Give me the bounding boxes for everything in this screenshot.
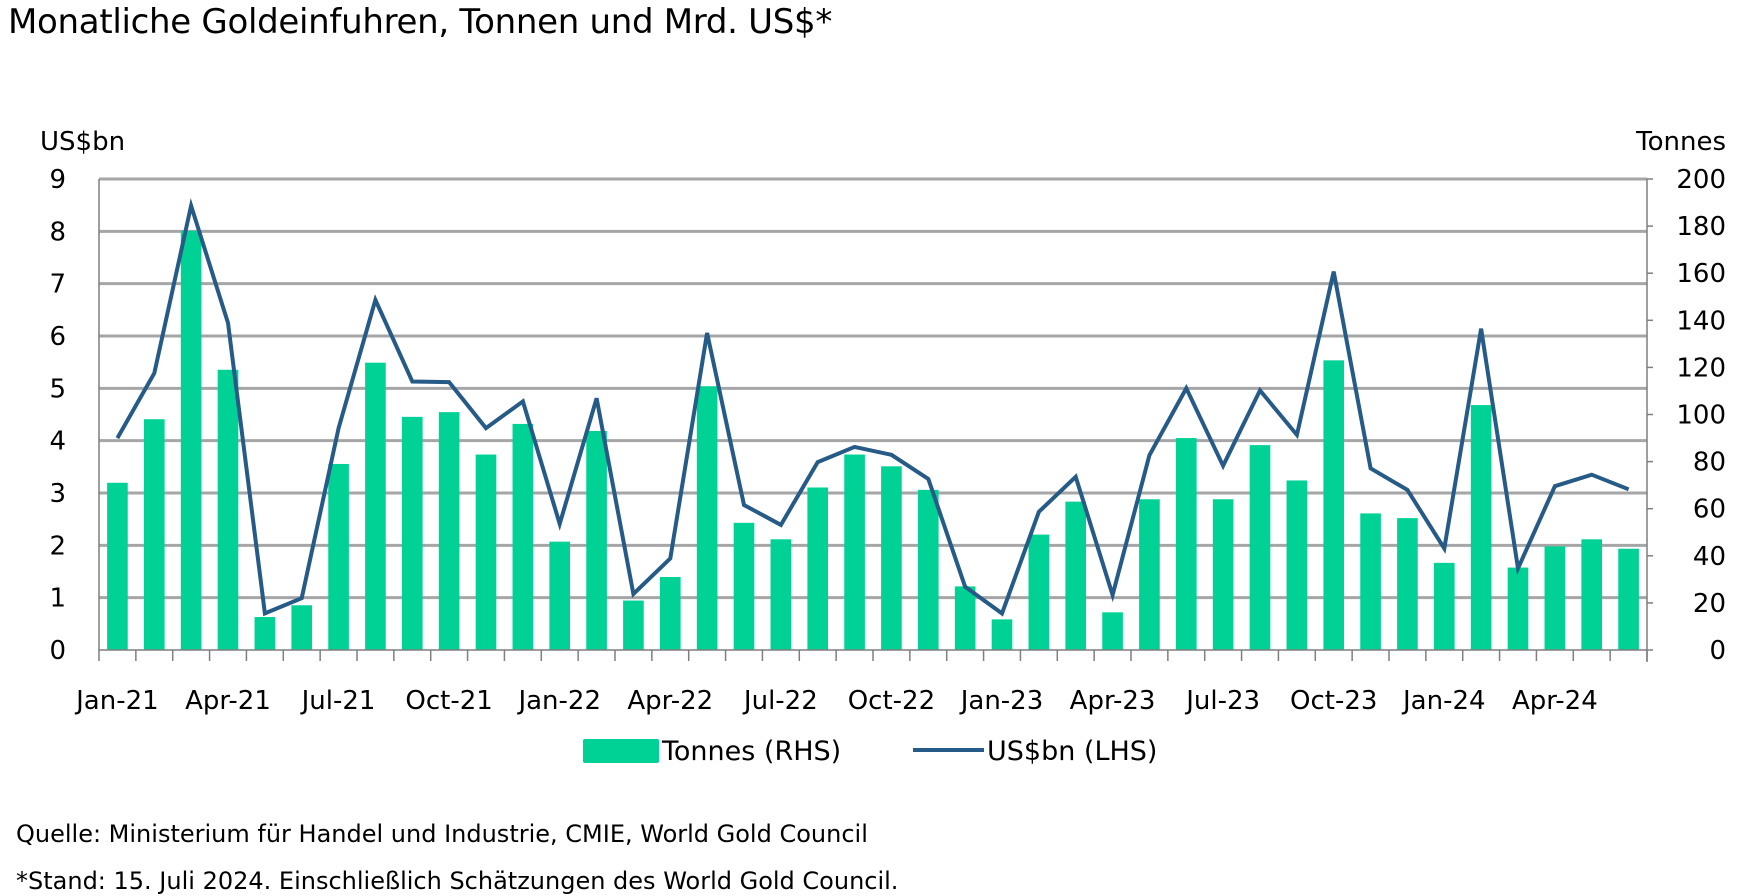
y-left-tick-label: 6	[49, 322, 66, 352]
bar-May-22	[696, 386, 718, 650]
bar-Feb-21	[143, 419, 165, 650]
bar-Jan-21	[107, 482, 128, 650]
y-left-tick-label: 4	[49, 427, 66, 457]
y-left-tick-label: 0	[49, 636, 66, 666]
bar-Apr-24	[1544, 546, 1566, 650]
bar-Jul-23	[1212, 499, 1234, 650]
x-tick-label: Apr-22	[627, 686, 713, 716]
bar-Dec-21	[512, 423, 534, 650]
bar-Apr-21	[217, 369, 239, 650]
y-right-tick-label: 80	[1693, 448, 1726, 478]
bar-Dec-23	[1397, 518, 1418, 650]
x-tick-label: Apr-23	[1070, 686, 1156, 716]
bar-Jun-22	[733, 522, 755, 650]
source-note: Quelle: Ministerium für Handel und Indus…	[16, 820, 868, 848]
bar-Jun-24	[1618, 548, 1639, 650]
x-tick-labels: Jan-21 Apr-21 Jul-21 Oct-21 Jan-22 Apr-22 Jul-…	[74, 686, 1598, 716]
legend-swatch-tonnes	[583, 739, 659, 763]
y-right-tick-label: 100	[1676, 401, 1726, 431]
bar-Jun-23	[1175, 438, 1197, 650]
bar-May-24	[1581, 539, 1603, 650]
bar-Sep-23	[1286, 480, 1308, 650]
y-left-tick-label: 1	[49, 584, 66, 614]
bar-Nov-21	[475, 454, 497, 650]
bar-Jan-22	[549, 541, 571, 650]
tonnes-bars	[107, 230, 1639, 650]
bar-Mar-22	[623, 600, 644, 650]
chart-title: Monatliche Goldeinfuhren, Tonnen und Mrd…	[8, 2, 833, 42]
y-right-tick-label: 180	[1676, 212, 1726, 242]
line-usd-bn	[115, 197, 1630, 617]
bar-Jan-24	[1433, 562, 1455, 650]
bar-May-23	[1139, 499, 1160, 650]
x-tick-label: Jul-22	[742, 686, 818, 716]
bar-Feb-23	[1028, 534, 1050, 650]
y-left-axis-label: US$bn	[40, 127, 125, 157]
y-right-tick-label: 120	[1676, 353, 1726, 383]
y-right-axis-label: Tonnes	[1635, 127, 1726, 157]
bar-Oct-23	[1323, 360, 1345, 650]
x-tick-label: Oct-21	[405, 686, 492, 716]
footnote: *Stand: 15. Juli 2024. Einschließlich Sc…	[16, 867, 899, 895]
bar-Mar-24	[1507, 567, 1529, 650]
bar-Jul-21	[328, 463, 349, 650]
bar-Jul-22	[770, 539, 792, 650]
bar-Aug-22	[807, 487, 829, 650]
bar-Nov-23	[1360, 513, 1381, 650]
legend-label-tonnes: Tonnes (RHS)	[661, 736, 841, 767]
y-left-tick-label: 8	[49, 217, 66, 247]
legend: Tonnes (RHS) US$bn (LHS)	[583, 736, 1157, 767]
y-right-tick-labels: 0 20 40 60 80 100 120 140 160 180 200	[1647, 165, 1726, 666]
y-left-tick-labels: 0 1 2 3 4 5 6 7 8 9	[49, 165, 66, 666]
bar-Feb-22	[586, 430, 607, 650]
y-left-tick-label: 3	[49, 479, 66, 509]
legend-label-usd: US$bn (LHS)	[987, 736, 1157, 767]
bar-Sep-21	[401, 416, 423, 650]
bar-Mar-21	[180, 230, 202, 650]
bar-May-21	[254, 617, 276, 650]
x-tick-label: Apr-24	[1512, 686, 1598, 716]
x-tick-label: Jul-21	[300, 686, 376, 716]
bar-Apr-22	[659, 576, 681, 650]
x-tick-label: Jan-21	[74, 686, 159, 716]
chart: US$bn Tonnes 0 1 2 3 4 5 6 7 8 9 0 20 40 60 80 100 120 1…	[40, 127, 1726, 767]
x-tick-label: Jan-24	[1401, 686, 1486, 716]
bar-Feb-24	[1470, 405, 1492, 650]
bar-Apr-23	[1102, 612, 1123, 650]
y-left-tick-label: 9	[49, 165, 66, 195]
x-tick-label: Oct-23	[1290, 686, 1377, 716]
bar-Mar-23	[1065, 501, 1087, 650]
x-tick-label: Jan-22	[516, 686, 601, 716]
bar-Aug-21	[365, 362, 386, 650]
bar-Dec-22	[954, 586, 976, 650]
y-right-tick-label: 200	[1676, 165, 1726, 195]
y-left-tick-label: 7	[49, 270, 66, 300]
bar-Jun-21	[291, 605, 313, 650]
x-tick-label: Oct-22	[848, 686, 935, 716]
y-right-tick-label: 40	[1693, 542, 1726, 572]
bar-Aug-23	[1249, 445, 1271, 650]
bar-Oct-22	[881, 466, 902, 650]
bar-Sep-22	[844, 454, 865, 650]
gridlines	[99, 177, 1647, 600]
axes	[98, 179, 1648, 662]
usd-line	[115, 197, 1630, 617]
y-right-tick-label: 160	[1676, 259, 1726, 289]
bar-Nov-22	[917, 489, 939, 650]
bar-Oct-21	[438, 412, 460, 650]
y-right-tick-label: 20	[1693, 589, 1726, 619]
y-left-tick-label: 2	[49, 531, 66, 561]
y-right-tick-label: 140	[1676, 306, 1726, 336]
y-left-tick-label: 5	[49, 374, 66, 404]
x-tick-label: Apr-21	[185, 686, 271, 716]
x-tick-label: Jan-23	[959, 686, 1044, 716]
bar-Jan-23	[991, 619, 1013, 650]
x-tick-label: Jul-23	[1184, 686, 1260, 716]
y-right-tick-label: 60	[1693, 495, 1726, 525]
y-right-tick-label: 0	[1709, 636, 1726, 666]
